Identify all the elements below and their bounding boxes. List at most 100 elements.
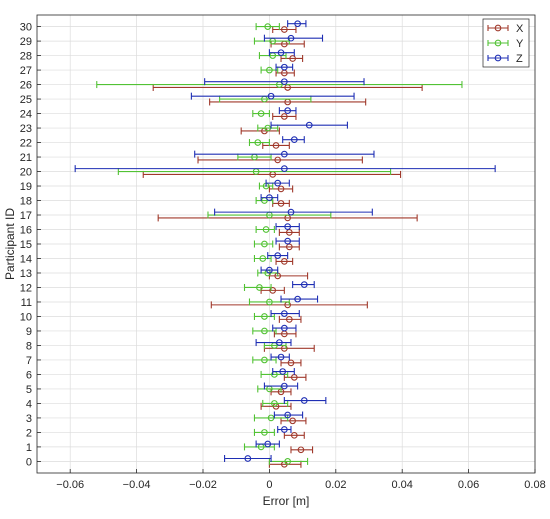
mean-marker (272, 142, 280, 149)
mean-marker (264, 440, 272, 448)
x-tick-label: 0 (266, 479, 272, 491)
mean-marker (277, 200, 285, 207)
y-tick-label: 24 (20, 109, 32, 121)
y-tick-label: 6 (26, 369, 32, 381)
y-tick-label: 30 (20, 22, 32, 34)
mean-marker (257, 110, 265, 117)
mean-marker (284, 458, 292, 465)
mean-marker (261, 313, 268, 320)
mean-marker (284, 223, 292, 230)
mean-marker (280, 113, 288, 120)
mean-marker (261, 240, 268, 248)
mean-marker (284, 237, 292, 245)
y-tick-label: 19 (20, 181, 32, 193)
mean-marker (289, 55, 296, 62)
y-tick-label: 27 (20, 65, 32, 77)
mean-marker (274, 179, 282, 187)
mean-marker (290, 136, 298, 143)
mean-marker (297, 446, 305, 454)
mean-marker (287, 208, 295, 216)
y-tick-label: 8 (26, 340, 32, 352)
mean-marker (261, 327, 268, 335)
mean-marker (284, 107, 292, 115)
legend-marker (494, 39, 502, 47)
y-tick-label: 5 (26, 384, 32, 396)
mean-marker (280, 78, 288, 86)
mean-marker (280, 26, 288, 33)
mean-marker (264, 23, 272, 30)
x-tick-label: 0.04 (391, 479, 412, 491)
legend-item-z: Z (487, 53, 523, 65)
mean-marker (290, 431, 298, 439)
y-tick-label: 9 (26, 326, 32, 338)
y-tick-label: 11 (21, 297, 32, 309)
legend-item-x: X (487, 23, 524, 35)
x-tick-label: 0.02 (325, 479, 346, 491)
series-z (74, 20, 496, 463)
legend-label: X (516, 23, 524, 35)
y-tick-label: 23 (20, 123, 32, 135)
mean-marker (300, 281, 308, 288)
x-tick-label: −0.06 (56, 479, 84, 491)
mean-marker (285, 229, 293, 236)
mean-marker (266, 194, 273, 201)
legend: XYZ (482, 18, 530, 68)
y-tick-label: 18 (20, 196, 32, 208)
mean-marker (266, 66, 273, 74)
mean-marker (294, 20, 301, 28)
mean-marker (305, 121, 313, 129)
mean-marker (277, 49, 285, 57)
y-tick-label: 16 (20, 225, 32, 237)
mean-marker (285, 316, 293, 323)
y-tick-label: 10 (20, 311, 32, 323)
mean-marker (261, 356, 268, 364)
x-tick-label: −0.02 (189, 479, 217, 491)
mean-marker (280, 150, 288, 158)
y-tick-label: 22 (20, 138, 32, 150)
y-tick-label: 7 (26, 355, 32, 367)
mean-marker (294, 295, 301, 303)
mean-marker (267, 92, 275, 100)
mean-marker (262, 226, 270, 233)
mean-marker (289, 417, 296, 425)
y-tick-label: 14 (20, 253, 32, 265)
y-tick-label: 29 (20, 36, 32, 48)
y-tick-label: 4 (26, 398, 32, 410)
y-tick-label: 0 (26, 456, 32, 468)
mean-marker (280, 426, 288, 433)
mean-marker (276, 339, 283, 346)
mean-marker (287, 34, 295, 42)
mean-marker (274, 252, 282, 259)
y-tick-label: 3 (26, 413, 32, 425)
legend-marker (494, 54, 502, 62)
x-tick-label: 0.06 (458, 479, 479, 491)
y-tick-label: 12 (20, 282, 32, 294)
mean-marker (287, 359, 295, 367)
data-series (74, 20, 496, 468)
mean-marker (280, 324, 288, 332)
y-tick-label: 13 (20, 268, 32, 280)
legend-label: Z (516, 53, 523, 65)
mean-marker (266, 298, 273, 306)
y-tick-label: 20 (20, 167, 32, 179)
mean-marker (274, 156, 282, 164)
mean-marker (269, 287, 277, 294)
mean-marker (277, 185, 285, 193)
legend-label: Y (516, 38, 524, 50)
mean-marker (266, 266, 273, 274)
mean-marker (279, 368, 287, 375)
legend-marker (494, 24, 502, 32)
x-tick-label: 0.08 (524, 479, 545, 491)
y-tick-label: 2 (26, 427, 32, 439)
y-tick-label: 21 (20, 152, 32, 164)
mean-marker (280, 382, 288, 390)
legend-item-y: Y (487, 38, 524, 50)
y-tick-label: 1 (26, 442, 32, 454)
axis-ticks: −0.06 −0.04 −0.02 0 0.02 0.04 0.06 0.0801234567… (20, 22, 546, 491)
mean-marker (244, 455, 252, 462)
mean-marker (280, 310, 288, 317)
y-tick-label: 28 (20, 51, 32, 63)
mean-marker (254, 139, 262, 146)
